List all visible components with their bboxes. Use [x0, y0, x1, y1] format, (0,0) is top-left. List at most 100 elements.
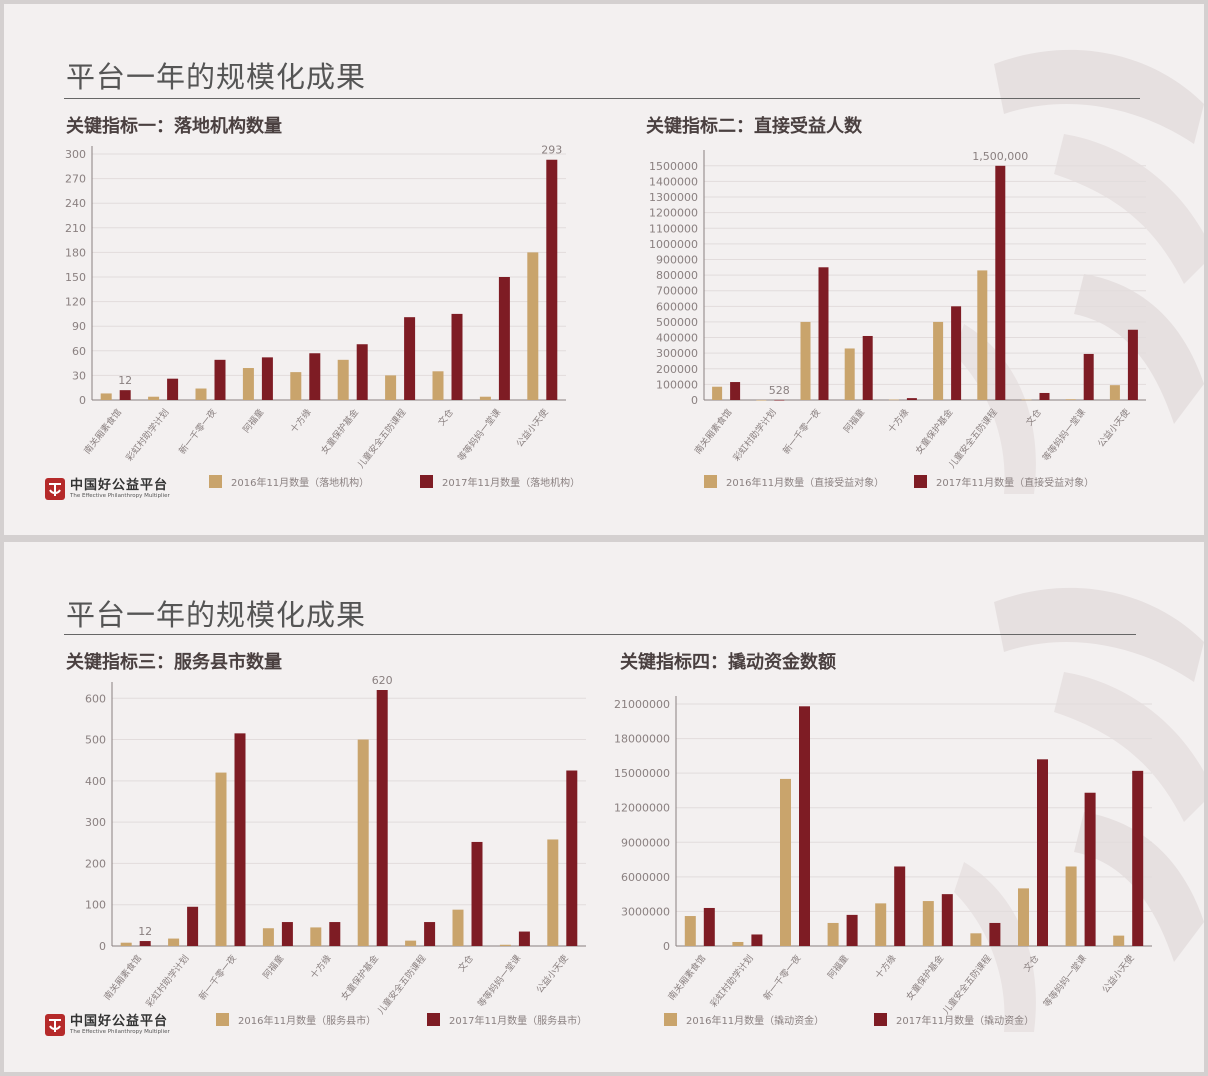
bar-2017 [730, 382, 741, 400]
bar-2017 [818, 267, 829, 400]
legend-label: 2016年11月数量（服务县市） [238, 1014, 376, 1027]
bar-2016 [310, 927, 322, 946]
y-tick-label: 100 [85, 899, 106, 912]
y-tick-label: 300 [85, 816, 106, 829]
x-tick-label: 新一千零一夜 [196, 952, 239, 1002]
y-tick-label: 12000000 [614, 802, 670, 815]
y-tick-label: 18000000 [614, 733, 670, 746]
x-tick-label: 阿福童 [260, 952, 286, 981]
logo-seal-icon [45, 478, 65, 500]
bar-2017 [214, 359, 226, 400]
y-tick-label: 400000 [656, 332, 698, 345]
y-tick-label: 90 [72, 320, 86, 333]
y-tick-label: 30 [72, 369, 86, 382]
x-tick-label: 彩虹村助学计划 [143, 952, 191, 1009]
y-tick-label: 500000 [656, 316, 698, 329]
x-tick-label: 十方缘 [872, 952, 898, 981]
bar-2017 [799, 706, 810, 946]
slide-title: 平台一年的规模化成果 [66, 598, 367, 632]
logo-name-en: The Effective Philanthropy Multiplier [70, 1028, 170, 1035]
y-tick-label: 240 [65, 197, 86, 210]
bar-2016 [827, 922, 839, 946]
x-tick-label: 十方缘 [308, 952, 334, 981]
x-tick-label: 新一千零一夜 [176, 406, 219, 456]
y-tick-label: 1200000 [649, 207, 698, 220]
bar-2017 [1083, 353, 1094, 400]
x-tick-label: 文仓 [455, 952, 476, 974]
legend-swatch [216, 1013, 229, 1026]
x-tick-label: 等等妈妈一堂课 [1041, 952, 1089, 1009]
chart-beneficiaries: 关键指标二：直接受益人数 0 100000 200000 300000 400000 50… [604, 104, 1204, 514]
bar-2017 [951, 306, 962, 400]
bar-2017 [546, 159, 558, 400]
x-tick-label: 南关厢素食馆 [692, 406, 735, 456]
x-tick-label: 儿童安全五防课程 [940, 952, 994, 1016]
data-label: 12 [138, 925, 152, 938]
x-tick-label: 女童保护基金 [913, 406, 956, 456]
y-tick-label: 500 [85, 734, 106, 747]
bar-2016 [875, 903, 887, 946]
bar-2016 [1113, 935, 1125, 946]
bar-2017 [894, 866, 906, 946]
x-tick-label: 女童保护基金 [318, 406, 361, 456]
legend-label: 2016年11月数量（落地机构） [231, 476, 369, 489]
x-tick-label: 阿福童 [841, 406, 867, 435]
chart-svg: 0 100000 200000 300000 400000 500000 600000 700… [649, 150, 1146, 489]
bar-2017 [989, 922, 1001, 946]
x-tick-label: 十方缘 [885, 406, 911, 435]
legend-swatch [420, 475, 433, 488]
slide-bottom: 平台一年的规模化成果 关键指标三：服务县市数量 0 100 200 300 400 500… [4, 542, 1204, 1072]
bar-2016 [1021, 399, 1032, 401]
legend-swatch [664, 1013, 677, 1026]
bar-2017 [1084, 792, 1096, 946]
bar-2016 [527, 252, 539, 400]
chart-svg: 0 30 60 90 120 150 180 210 240 270 300 南关厢素食馆 彩虹村助学计… [65, 144, 580, 489]
bar-2017 [234, 733, 246, 946]
bar-2016 [1065, 866, 1077, 946]
y-tick-label: 1000000 [649, 238, 698, 251]
y-tick-label: 15000000 [614, 767, 670, 780]
bar-2016 [933, 321, 944, 400]
data-label: 620 [372, 674, 393, 687]
x-tick-label: 等等妈妈一堂课 [1040, 406, 1088, 463]
y-tick-label: 0 [691, 394, 698, 407]
bar-2017 [566, 770, 578, 946]
legend-label: 2016年11月数量（撬动资金） [686, 1014, 824, 1027]
x-tick-label: 文仓 [1021, 952, 1042, 974]
y-tick-label: 700000 [656, 285, 698, 298]
legend-label: 2016年11月数量（直接受益对象） [726, 476, 884, 489]
legend-label: 2017年11月数量（直接受益对象） [936, 476, 1094, 489]
y-tick-label: 0 [663, 940, 670, 953]
title-divider [64, 634, 1136, 635]
legend-swatch [704, 475, 717, 488]
x-tick-label: 儿童安全五防课程 [946, 406, 1000, 470]
bar-2016 [499, 944, 511, 946]
bar-2017 [376, 690, 388, 946]
y-tick-label: 1300000 [649, 191, 698, 204]
chart-title: 关键指标三：服务县市数量 [66, 652, 282, 673]
bar-2017 [498, 277, 510, 400]
bar-2016 [970, 933, 982, 946]
bar-2017 [139, 941, 151, 946]
x-tick-label: 公益小天使 [533, 952, 570, 995]
bar-2017 [119, 390, 131, 400]
data-label: 1,500,000 [972, 150, 1028, 163]
x-tick-label: 阿福童 [825, 952, 851, 981]
x-tick-label: 文仓 [1023, 406, 1044, 428]
y-tick-label: 3000000 [621, 905, 670, 918]
x-tick-label: 公益小天使 [1095, 406, 1132, 449]
bar-2016 [922, 901, 934, 946]
x-tick-label: 儿童安全五防课程 [375, 952, 429, 1016]
bar-2016 [756, 399, 767, 401]
platform-logo: 中国好公益平台 The Effective Philanthropy Multi… [44, 476, 170, 502]
bar-2017 [941, 894, 953, 946]
chart-svg: 0 100 200 300 400 500 600 南关厢素食馆 彩虹村助学计划 新一千零一夜 阿福… [85, 674, 587, 1027]
x-tick-label: 等等妈妈一堂课 [455, 406, 503, 463]
y-tick-label: 60 [72, 345, 86, 358]
legend-swatch [874, 1013, 887, 1026]
bar-2017 [995, 165, 1006, 400]
y-tick-label: 150 [65, 271, 86, 284]
x-tick-label: 文仓 [435, 406, 456, 428]
chart-title: 关键指标二：直接受益人数 [646, 116, 862, 137]
logo-name-en: The Effective Philanthropy Multiplier [70, 492, 170, 499]
